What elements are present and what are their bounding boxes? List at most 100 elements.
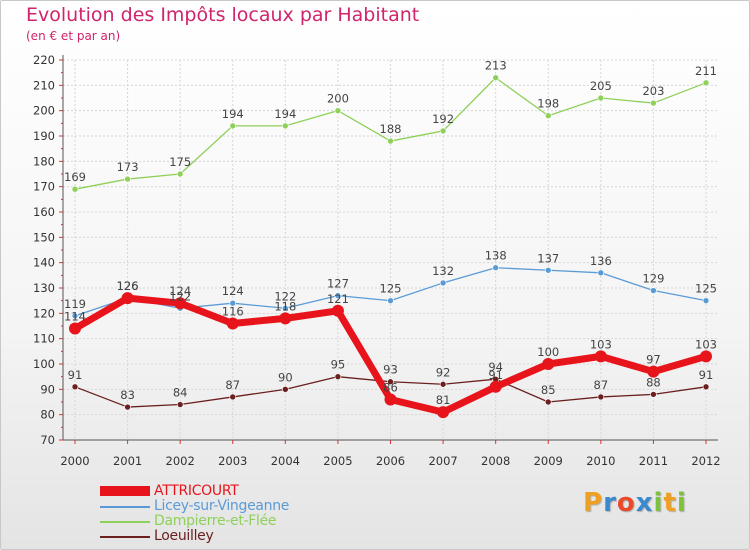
data-label: 94 bbox=[488, 360, 503, 374]
data-label: 188 bbox=[380, 122, 402, 136]
data-label: 198 bbox=[537, 97, 559, 111]
data-point bbox=[597, 269, 605, 277]
legend-item-attricourt[interactable]: ATTRICOURT bbox=[100, 483, 400, 499]
data-point bbox=[489, 380, 502, 393]
data-label: 124 bbox=[169, 284, 191, 298]
data-label: 84 bbox=[173, 386, 188, 400]
y-tick-label: 200 bbox=[33, 104, 55, 118]
data-label: 91 bbox=[68, 368, 83, 382]
y-tick-label: 90 bbox=[40, 382, 55, 396]
data-point bbox=[71, 383, 79, 391]
x-tick-label: 2002 bbox=[166, 454, 195, 468]
data-point bbox=[387, 378, 394, 386]
data-label: 125 bbox=[380, 282, 402, 296]
data-point bbox=[334, 107, 342, 114]
data-point bbox=[334, 292, 342, 299]
data-point bbox=[69, 322, 81, 335]
y-tick-label: 220 bbox=[33, 53, 55, 67]
data-label: 121 bbox=[327, 292, 349, 306]
y-tick-label: 160 bbox=[33, 205, 55, 219]
data-point bbox=[542, 358, 555, 370]
data-point bbox=[174, 297, 187, 310]
y-tick-label: 150 bbox=[33, 230, 55, 244]
x-tick-label: 2000 bbox=[60, 454, 89, 468]
data-point bbox=[597, 94, 605, 102]
data-point bbox=[229, 299, 237, 307]
data-point bbox=[334, 373, 342, 380]
data-label: 83 bbox=[120, 388, 135, 402]
data-point bbox=[700, 350, 712, 363]
data-label: 125 bbox=[695, 282, 717, 296]
x-tick-label: 2009 bbox=[534, 454, 563, 468]
data-label: 211 bbox=[695, 64, 717, 78]
data-point bbox=[544, 398, 552, 406]
data-label: 91 bbox=[699, 368, 714, 382]
legend-item-dampierre[interactable]: Dampierre-et-Flée bbox=[100, 513, 400, 529]
data-label: 194 bbox=[274, 107, 296, 121]
y-tick-label: 210 bbox=[33, 78, 55, 92]
data-label: 97 bbox=[646, 353, 661, 367]
data-label: 87 bbox=[225, 378, 240, 392]
x-tick-label: 2001 bbox=[113, 454, 142, 468]
data-point bbox=[647, 365, 660, 378]
data-label: 116 bbox=[222, 304, 244, 318]
legend-swatch bbox=[100, 521, 150, 523]
y-tick-label: 110 bbox=[33, 332, 55, 346]
data-point bbox=[282, 386, 289, 393]
data-label: 126 bbox=[117, 279, 139, 293]
legend-item-licey[interactable]: Licey-sur-Vingeanne bbox=[100, 498, 400, 514]
data-point bbox=[702, 297, 710, 304]
y-tick-label: 190 bbox=[33, 129, 55, 143]
proxiti-logo: Proxiti bbox=[583, 488, 687, 518]
y-tick-label: 170 bbox=[33, 180, 55, 194]
data-label: 87 bbox=[594, 378, 609, 392]
chart-subtitle: (en € et par an) bbox=[26, 29, 121, 43]
y-tick-label: 80 bbox=[40, 408, 55, 422]
data-point bbox=[650, 99, 657, 107]
data-label: 90 bbox=[278, 370, 293, 384]
data-label: 205 bbox=[590, 79, 612, 93]
data-point bbox=[492, 74, 499, 82]
logo-letter: i bbox=[653, 488, 664, 518]
data-point bbox=[437, 406, 450, 419]
data-point bbox=[279, 312, 292, 325]
data-label: 124 bbox=[222, 284, 244, 298]
data-label: 213 bbox=[485, 59, 507, 73]
legend-label: Licey-sur-Vingeanne bbox=[154, 498, 290, 514]
y-tick-label: 120 bbox=[33, 306, 55, 320]
data-label: 132 bbox=[432, 264, 454, 278]
legend-label: Loeuilley bbox=[154, 528, 214, 544]
x-tick-label: 2011 bbox=[639, 454, 668, 468]
data-label: 100 bbox=[537, 345, 559, 359]
legend-label: Dampierre-et-Flée bbox=[154, 513, 277, 529]
data-point bbox=[597, 393, 605, 401]
data-label: 122 bbox=[169, 289, 191, 303]
legend-item-loeuilley[interactable]: Loeuilley bbox=[100, 528, 400, 544]
y-tick-label: 130 bbox=[33, 281, 55, 295]
data-label: 119 bbox=[64, 297, 86, 311]
data-label: 138 bbox=[485, 249, 507, 263]
data-label: 203 bbox=[642, 84, 664, 98]
x-tick-label: 2010 bbox=[586, 454, 615, 468]
legend-swatch bbox=[100, 486, 150, 496]
data-label: 122 bbox=[274, 289, 296, 303]
legend-swatch bbox=[100, 536, 150, 538]
x-tick-label: 2008 bbox=[481, 454, 510, 468]
data-point bbox=[702, 383, 710, 391]
logo-letter: r bbox=[603, 488, 617, 518]
data-point bbox=[384, 393, 397, 406]
data-label: 137 bbox=[537, 251, 559, 265]
data-label: 136 bbox=[590, 254, 612, 268]
data-point bbox=[331, 304, 344, 317]
data-point bbox=[121, 292, 134, 305]
data-label: 200 bbox=[327, 92, 349, 106]
data-label: 103 bbox=[695, 337, 717, 351]
data-label: 88 bbox=[646, 375, 661, 389]
data-label: 175 bbox=[169, 155, 191, 169]
chart-title: Evolution des Impôts locaux par Habitant bbox=[26, 4, 420, 26]
data-label: 85 bbox=[541, 383, 556, 397]
data-point bbox=[282, 304, 289, 312]
logo-letter: x bbox=[635, 488, 654, 518]
data-point bbox=[594, 350, 607, 363]
